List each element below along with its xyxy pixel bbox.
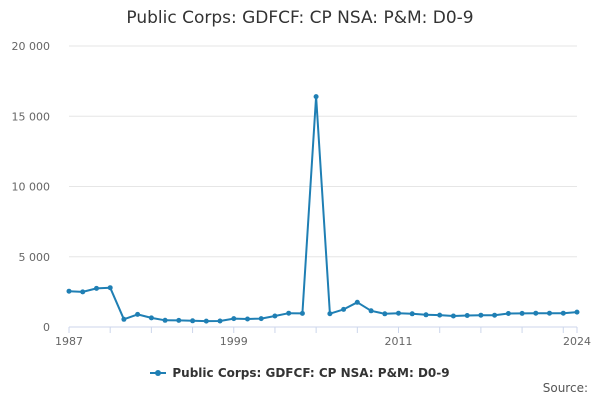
data-point[interactable]: [464, 313, 470, 318]
data-point[interactable]: [272, 313, 278, 319]
data-point[interactable]: [505, 311, 511, 316]
y-axis: 0 5 000 10 000 15 000 20 000: [12, 40, 51, 334]
data-point[interactable]: [560, 310, 566, 316]
data-point[interactable]: [492, 312, 498, 318]
data-point[interactable]: [176, 317, 182, 323]
data-point[interactable]: [258, 316, 264, 322]
data-point[interactable]: [313, 94, 319, 100]
data-point[interactable]: [231, 316, 237, 322]
x-tick-label: 2024: [563, 335, 591, 348]
data-point[interactable]: [217, 318, 223, 324]
series-layer: [66, 94, 580, 324]
data-point[interactable]: [341, 306, 347, 312]
x-axis: 1987 1999 2011 2024: [55, 326, 591, 348]
data-point[interactable]: [382, 311, 388, 317]
data-point[interactable]: [299, 310, 305, 316]
legend-label: Public Corps: GDFCF: CP NSA: P&M: D0-9: [172, 366, 450, 380]
data-point[interactable]: [148, 315, 154, 321]
data-point[interactable]: [190, 318, 196, 324]
data-point[interactable]: [547, 310, 552, 316]
x-tick-label: 1987: [55, 335, 83, 348]
data-point[interactable]: [121, 316, 127, 322]
data-point[interactable]: [66, 288, 72, 294]
data-point[interactable]: [94, 285, 99, 291]
data-point[interactable]: [574, 309, 580, 315]
data-point[interactable]: [286, 310, 292, 316]
data-point[interactable]: [423, 312, 429, 318]
data-point[interactable]: [80, 289, 86, 295]
data-point[interactable]: [354, 299, 360, 305]
y-tick-label: 0: [43, 321, 50, 334]
y-tick-label: 10 000: [12, 181, 51, 194]
data-point[interactable]: [135, 311, 141, 317]
y-tick-label: 20 000: [12, 40, 51, 53]
data-point[interactable]: [533, 310, 539, 316]
data-point[interactable]: [327, 311, 333, 317]
data-point[interactable]: [396, 310, 401, 316]
x-tick-label: 2011: [385, 335, 413, 348]
legend-marker-icon: [150, 368, 167, 378]
source-label[interactable]: Source:: [542, 381, 588, 395]
legend-item-series[interactable]: Public Corps: GDFCF: CP NSA: P&M: D0-9: [150, 366, 450, 380]
y-tick-label: 15 000: [12, 110, 51, 123]
y-tick-label: 5 000: [19, 251, 51, 264]
data-point[interactable]: [162, 317, 168, 323]
chart-title: Public Corps: GDFCF: CP NSA: P&M: D0-9: [126, 8, 474, 28]
data-point[interactable]: [450, 313, 456, 319]
data-point[interactable]: [519, 310, 525, 316]
data-point[interactable]: [107, 285, 113, 291]
x-tick-label: 1999: [220, 335, 248, 348]
data-point[interactable]: [203, 318, 209, 324]
data-point[interactable]: [409, 311, 415, 317]
data-point[interactable]: [437, 312, 443, 318]
series-line: [68, 95, 578, 323]
data-point[interactable]: [368, 308, 374, 314]
data-point[interactable]: [245, 316, 250, 322]
data-point[interactable]: [478, 312, 484, 318]
grid-lines: [69, 45, 577, 258]
legend: Public Corps: GDFCF: CP NSA: P&M: D0-9: [0, 366, 600, 381]
